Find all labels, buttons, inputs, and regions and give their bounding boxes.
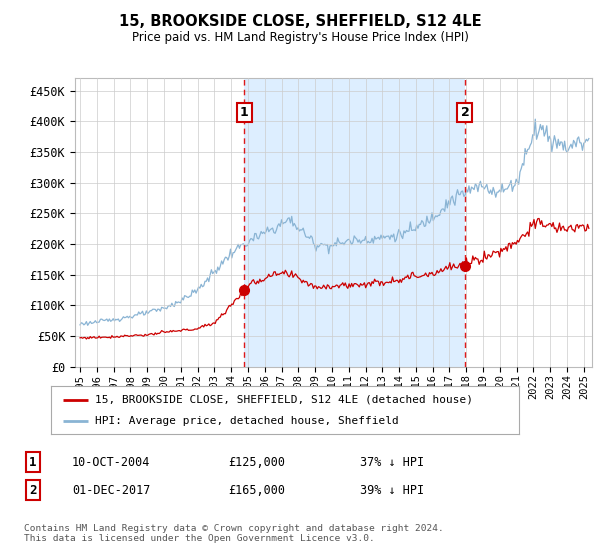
Text: 15, BROOKSIDE CLOSE, SHEFFIELD, S12 4LE (detached house): 15, BROOKSIDE CLOSE, SHEFFIELD, S12 4LE … [95, 395, 473, 405]
Text: Contains HM Land Registry data © Crown copyright and database right 2024.
This d: Contains HM Land Registry data © Crown c… [24, 524, 444, 543]
Text: 1: 1 [29, 455, 37, 469]
Text: £165,000: £165,000 [228, 483, 285, 497]
Text: 1: 1 [240, 106, 248, 119]
Text: 2: 2 [461, 106, 469, 119]
Text: 37% ↓ HPI: 37% ↓ HPI [360, 455, 424, 469]
Text: 15, BROOKSIDE CLOSE, SHEFFIELD, S12 4LE: 15, BROOKSIDE CLOSE, SHEFFIELD, S12 4LE [119, 14, 481, 29]
Text: HPI: Average price, detached house, Sheffield: HPI: Average price, detached house, Shef… [95, 416, 399, 426]
Bar [244, 78, 465, 367]
Text: 10-OCT-2004: 10-OCT-2004 [72, 455, 151, 469]
Text: £125,000: £125,000 [228, 455, 285, 469]
Text: 01-DEC-2017: 01-DEC-2017 [72, 483, 151, 497]
Text: 2: 2 [29, 483, 37, 497]
Text: 39% ↓ HPI: 39% ↓ HPI [360, 483, 424, 497]
Text: Price paid vs. HM Land Registry's House Price Index (HPI): Price paid vs. HM Land Registry's House … [131, 31, 469, 44]
